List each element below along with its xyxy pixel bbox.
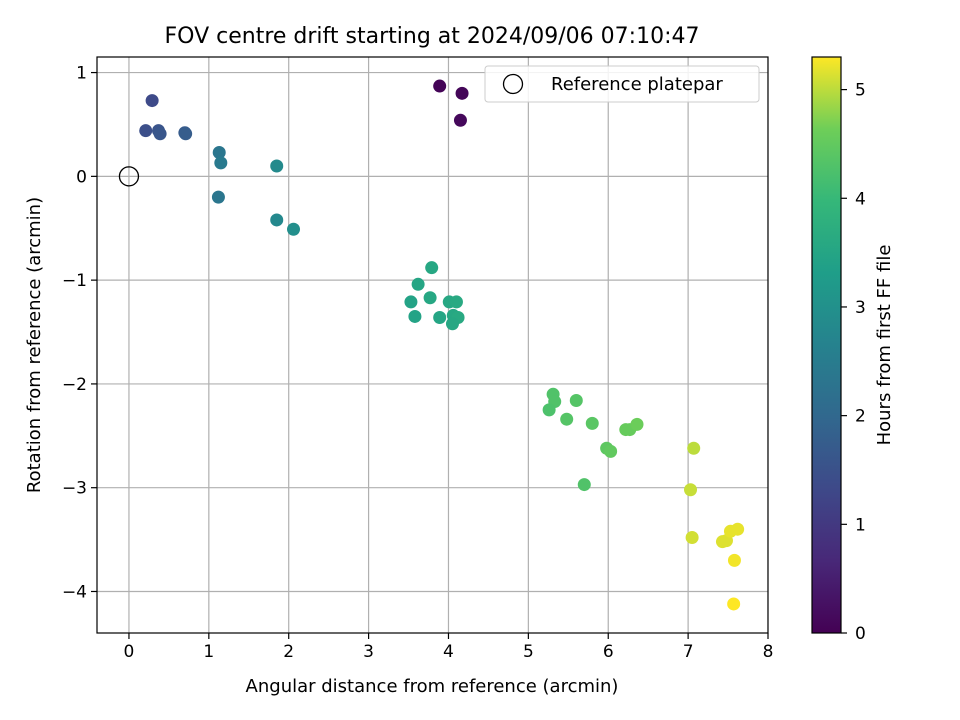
x-tick-label: 0 — [124, 642, 135, 662]
data-point — [212, 145, 226, 159]
data-point — [453, 113, 467, 127]
data-point — [153, 127, 167, 141]
data-point — [433, 310, 447, 324]
data-point — [433, 79, 447, 93]
data-point — [425, 261, 439, 275]
x-tick-label: 5 — [523, 642, 534, 662]
scatter-points — [118, 79, 745, 611]
data-point — [685, 531, 699, 545]
y-axis-ticks: 1 0 −1 −2 −3 −4 — [62, 64, 97, 602]
data-point — [214, 156, 228, 170]
data-point — [455, 86, 469, 100]
colorbar-tick-label: 1 — [855, 515, 866, 535]
colorbar-tick-label: 4 — [855, 189, 866, 209]
legend: Reference platepar — [484, 65, 760, 103]
data-point — [569, 394, 583, 408]
x-axis-ticks: 0 1 2 3 4 5 6 7 8 — [124, 633, 774, 662]
x-tick-label: 8 — [763, 642, 774, 662]
colorbar: 0 1 2 3 4 5 Hours from first FF file — [811, 56, 895, 644]
data-point — [423, 291, 437, 305]
x-tick-label: 6 — [603, 642, 614, 662]
colorbar-label: Hours from first FF file — [874, 245, 895, 446]
data-point — [287, 222, 301, 236]
colorbar-tick-label: 3 — [855, 298, 866, 318]
y-tick-label: −3 — [62, 479, 87, 499]
data-point — [270, 213, 284, 227]
data-point — [145, 94, 159, 108]
data-point — [585, 416, 599, 430]
y-tick-label: −4 — [62, 582, 87, 602]
colorbar-gradient — [811, 56, 842, 634]
legend-box — [484, 65, 760, 103]
y-tick-label: 1 — [76, 64, 87, 84]
x-tick-label: 1 — [203, 642, 214, 662]
data-point — [727, 553, 741, 567]
y-tick-label: −1 — [62, 271, 87, 291]
plot-frame — [96, 56, 769, 634]
x-axis-label: Angular distance from reference (arcmin) — [246, 676, 619, 697]
data-point — [684, 483, 698, 497]
x-tick-label: 4 — [443, 642, 454, 662]
colorbar-tick-label: 2 — [855, 407, 866, 427]
y-tick-label: −2 — [62, 375, 87, 395]
data-point — [211, 190, 225, 204]
data-point — [139, 124, 153, 138]
y-tick-label: 0 — [76, 167, 87, 187]
data-point — [727, 597, 741, 611]
colorbar-ticks: 0 1 2 3 4 5 — [841, 81, 866, 644]
data-point — [411, 277, 425, 291]
data-point — [542, 403, 556, 417]
data-point — [577, 478, 591, 492]
data-point — [449, 295, 463, 309]
legend-marker-reference-platepar — [502, 73, 524, 95]
colorbar-tick-label: 5 — [855, 81, 866, 101]
colorbar-tick-label: 0 — [855, 624, 866, 644]
data-point — [560, 412, 574, 426]
data-point — [445, 317, 459, 331]
data-point — [687, 441, 701, 455]
chart-title: FOV centre drift starting at 2024/09/06 … — [165, 24, 700, 49]
x-tick-label: 3 — [363, 642, 374, 662]
grid — [97, 57, 768, 633]
y-axis-label: Rotation from reference (arcmin) — [24, 197, 45, 493]
data-point — [404, 295, 418, 309]
legend-entry-reference-platepar: Reference platepar — [551, 74, 723, 95]
data-point — [408, 309, 422, 323]
data-point — [270, 159, 284, 173]
data-point — [731, 522, 745, 536]
x-tick-label: 7 — [683, 642, 694, 662]
data-point — [630, 417, 644, 431]
data-point — [604, 444, 618, 458]
data-point — [179, 127, 193, 141]
reference-platepar-marker — [118, 166, 140, 187]
x-tick-label: 2 — [283, 642, 294, 662]
